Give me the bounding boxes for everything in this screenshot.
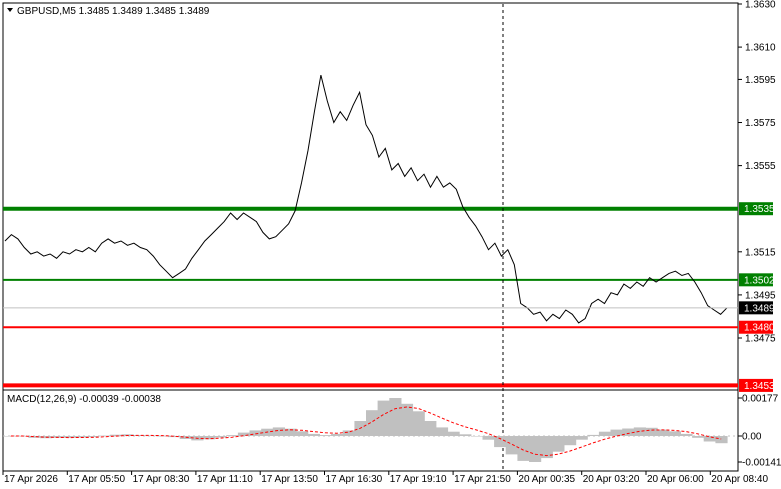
current-price-marker: 1.3489 <box>3 301 775 315</box>
time-tick-label: 17 Apr 08:30 <box>133 474 190 485</box>
macd-bar <box>703 436 716 442</box>
macd-bar <box>51 436 64 438</box>
time-tick-label: 17 Apr 2026 <box>4 474 58 485</box>
level-1-3453-badge <box>739 378 773 392</box>
time-axis: 17 Apr 2026 17 Apr 05:50 17 Apr 08:30 17 Ap… <box>2 471 768 485</box>
macd-bar <box>331 433 344 436</box>
macd-bar <box>540 436 553 459</box>
price-tick-label: 1.3515 <box>745 247 776 258</box>
macd-bar <box>668 431 681 436</box>
price-levels <box>3 206 738 388</box>
macd-tick-label: 0.00177 <box>742 394 779 405</box>
price-tick-label: 1.3555 <box>745 161 776 172</box>
macd-bar <box>226 435 239 436</box>
price-tick-label: 1.3575 <box>745 118 776 129</box>
macd-bar <box>447 431 460 436</box>
level-1-3502-badge <box>739 273 773 287</box>
macd-tick-label: 0.00 <box>742 432 762 443</box>
price-tick-label: 1.3595 <box>745 75 776 86</box>
macd-bar <box>529 436 542 462</box>
time-tick-label: 17 Apr 21:50 <box>454 474 511 485</box>
macd-bar <box>657 429 670 436</box>
macd-bar <box>366 410 379 436</box>
level-1-3480-badge <box>739 320 773 334</box>
price-tick-label: 1.3630 <box>745 0 776 11</box>
macd-bar <box>505 436 518 455</box>
macd-bar <box>319 435 332 436</box>
macd-bar <box>342 430 355 436</box>
macd-bar <box>296 431 309 436</box>
macd-title: MACD(12,26,9) -0.00039 -0.00038 <box>7 394 161 405</box>
macd-bar <box>622 428 635 436</box>
macd-bar <box>63 436 76 438</box>
macd-bar <box>237 432 251 436</box>
symbol-title: GBPUSD,M5 1.3485 1.3489 1.3485 1.3489 <box>17 6 210 17</box>
macd-bar <box>692 436 705 438</box>
time-tick-label: 20 Apr 06:00 <box>647 474 704 485</box>
macd-bar <box>564 436 577 446</box>
macd-bar <box>575 436 588 440</box>
macd-bar <box>715 436 728 444</box>
current-price-label: 1.3489 <box>744 303 775 314</box>
macd-histogram <box>5 398 728 462</box>
macd-bar <box>377 400 390 436</box>
macd-bar <box>156 436 169 437</box>
price-line <box>4 74 728 324</box>
price-axis: 1.3630 1.3610 1.3595 1.3575 1.3555 1.3515 1.34… <box>738 0 776 345</box>
macd-bar <box>307 433 320 436</box>
price-tick-label: 1.3475 <box>745 334 776 345</box>
macd-bar <box>203 436 216 440</box>
triangle-down-icon[interactable] <box>7 8 13 12</box>
macd-bar <box>272 427 285 436</box>
macd-bar <box>459 434 472 436</box>
macd-bar <box>517 436 530 461</box>
price-tick-label: 1.3495 <box>745 290 776 301</box>
macd-bar <box>389 398 402 436</box>
macd-bar <box>424 421 437 436</box>
time-tick-label: 17 Apr 19:10 <box>390 474 447 485</box>
macd-bar <box>214 436 227 438</box>
macd-bar <box>249 430 262 436</box>
macd-axis: 0.00177 0.00 -0.00141 <box>738 394 781 469</box>
macd-bar <box>284 428 297 436</box>
macd-bar <box>412 411 425 436</box>
level-labels: 1.3535 1.3502 1.3480 1.3453 <box>739 202 775 392</box>
macd-bar <box>435 427 449 436</box>
macd-bar <box>645 427 658 436</box>
macd-bar <box>168 436 181 438</box>
price-tick-label: 1.3610 <box>745 43 776 54</box>
macd-bar <box>598 431 612 436</box>
macd-bar <box>400 403 414 436</box>
macd-bar <box>610 429 623 436</box>
macd-tick-label: -0.00141 <box>742 458 781 469</box>
macd-bar <box>74 436 88 438</box>
chart-frame <box>2 2 739 472</box>
macd-bar <box>28 436 41 438</box>
time-tick-label: 20 Apr 00:35 <box>518 474 575 485</box>
time-tick-label: 17 Apr 13:50 <box>261 474 318 485</box>
time-tick-label: 17 Apr 11:10 <box>197 474 253 485</box>
macd-bar <box>86 436 99 438</box>
macd-bar <box>633 427 646 436</box>
time-tick-label: 17 Apr 16:30 <box>326 474 383 485</box>
macd-signal-line <box>10 406 722 457</box>
level-1-3480-label: 1.3480 <box>744 323 775 334</box>
macd-bar <box>494 436 507 448</box>
macd-bar <box>552 436 565 452</box>
macd-bar <box>470 436 483 437</box>
macd-bar <box>587 434 600 436</box>
macd-bar <box>680 433 693 436</box>
time-tick-label: 17 Apr 05:50 <box>68 474 125 485</box>
macd-bar <box>482 436 495 440</box>
level-1-3502-label: 1.3502 <box>744 275 775 286</box>
level-1-3535-badge <box>739 202 773 216</box>
level-1-3535-label: 1.3535 <box>744 204 775 215</box>
level-1-3453-label: 1.3453 <box>744 381 775 392</box>
macd-bar <box>109 434 122 436</box>
time-tick-label: 20 Apr 08:40 <box>711 474 768 485</box>
time-tick-label: 20 Apr 03:20 <box>583 474 640 485</box>
